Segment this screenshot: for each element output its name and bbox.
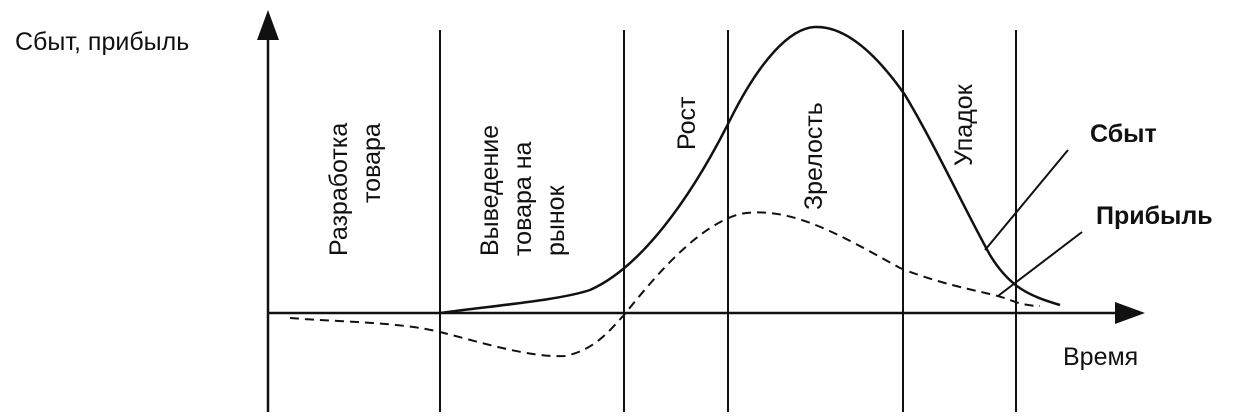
stage-label-line: Рост [673, 96, 701, 150]
sales-leader-line [984, 149, 1069, 251]
y-axis-arrowhead [257, 10, 279, 40]
stage-label-introduction: Выведение товара на рынок [476, 125, 570, 256]
stage-label-decline: Упадок [950, 83, 978, 166]
stage-label-growth: Рост [673, 96, 701, 150]
stage-label-development: Разработка товара [325, 123, 386, 256]
stage-label-line: рынок [542, 184, 570, 256]
x-axis-arrowhead [1115, 302, 1145, 324]
profit-leader-line [997, 231, 1083, 297]
stage-label-line: товара на [509, 141, 537, 256]
stage-label-line: Выведение [476, 125, 504, 256]
stage-label-maturity: Зрелость [800, 102, 828, 210]
y-axis-label: Сбыт, прибыль [15, 28, 189, 56]
stage-label-line: Упадок [950, 83, 978, 166]
profit-legend-label: Прибыль [1096, 202, 1213, 230]
stage-label-line: Разработка [325, 123, 353, 256]
profit-curve [289, 211, 1041, 358]
sales-legend-label: Сбыт [1090, 120, 1157, 148]
stage-label-line: Зрелость [800, 102, 828, 210]
x-axis-label: Время [1063, 343, 1138, 371]
sales-curve [439, 25, 1061, 315]
stage-label-line: товара [358, 123, 386, 203]
